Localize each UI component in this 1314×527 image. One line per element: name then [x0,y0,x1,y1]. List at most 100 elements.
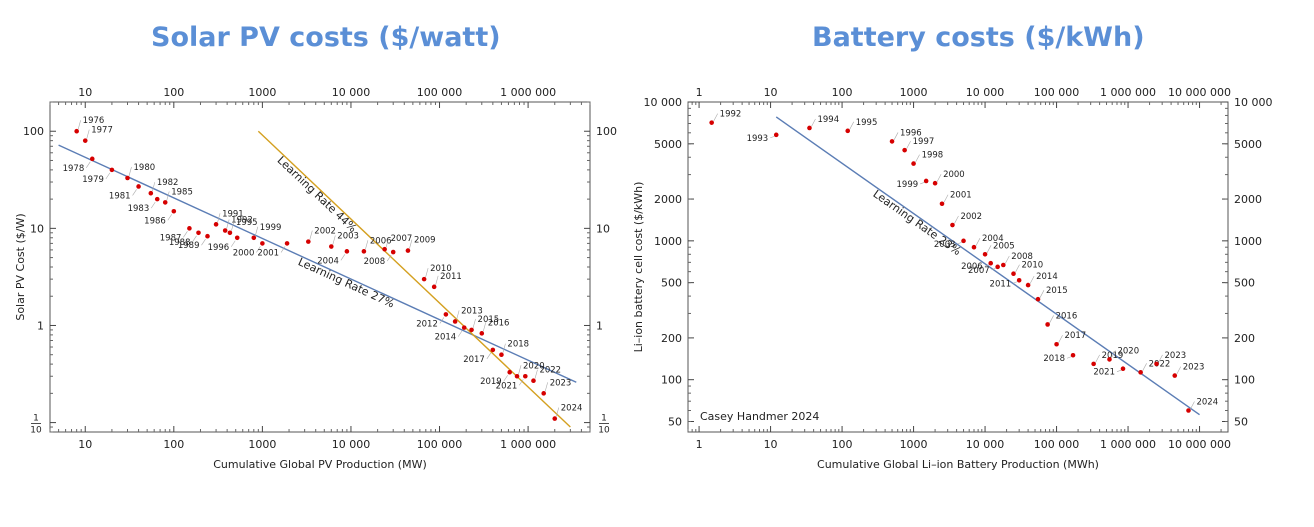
year-label: 2003 [337,232,359,242]
year-leader-line [920,182,925,185]
year-leader-line [1142,363,1147,371]
data-point [773,132,779,138]
y-tick-label-left: 2000 [654,193,682,206]
data-point [902,147,907,153]
data-point [1091,361,1096,367]
year-label: 1978 [63,164,85,174]
year-label: 2014 [435,333,457,343]
year-label: 2017 [463,355,485,365]
data-point [452,319,458,324]
data-point [344,249,350,254]
data-point [1025,282,1031,288]
y-tick-label-left: 10 [30,222,44,235]
x-tick-label-top: 10 000 000 [1168,86,1231,99]
year-leader-line [409,239,413,249]
year-label: 2015 [478,315,500,325]
y-tick-label-right: 500 [1234,277,1255,290]
x-axis-label: Cumulative Global PV Production (MW) [213,458,427,471]
y-tick-fraction-num-right: 1 [601,414,607,424]
data-point [1154,361,1159,367]
year-leader-line [1029,275,1035,284]
year-leader-line [86,161,91,168]
year-label: 2020 [523,361,545,371]
x-axis-label: Cumulative Global Li–ion Battery Product… [817,458,1099,471]
year-label: 2011 [990,279,1012,289]
data-point [479,331,485,336]
y-tick-fraction-den-left: 10 [30,426,42,436]
year-leader-line [1190,401,1195,410]
year-label: 2010 [1022,261,1044,271]
year-label: 1996 [900,128,922,138]
data-point [125,175,130,181]
year-leader-line [365,240,369,250]
year-leader-line [183,231,188,238]
data-point [1045,322,1050,327]
data-point [361,249,367,254]
year-leader-line [482,322,487,332]
data-point [1011,271,1016,276]
year-label: 2002 [960,212,982,222]
data-point [1138,370,1143,375]
data-point [431,284,437,290]
year-leader-line [1066,356,1072,359]
year-label: 1992 [231,216,253,226]
year-label: 1980 [134,163,156,173]
data-point [911,161,916,166]
year-leader-line [1116,369,1122,372]
year-label: 2007 [391,234,413,244]
year-label: 2021 [1093,368,1115,378]
x-tick-label-top: 100 000 [417,86,463,99]
x-tick-label-top: 100 000 [1034,86,1080,99]
year-label: 2009 [414,236,436,246]
year-leader-line [893,132,899,141]
year-leader-line [1158,354,1163,363]
data-point [1070,352,1076,358]
data-point [74,128,79,134]
x-tick-label-bottom: 1 000 000 [500,438,556,451]
year-label: 1976 [83,116,105,126]
y-tick-label-left: 10 000 [644,96,683,109]
x-tick-label-top: 10 [78,86,92,99]
data-point [213,222,219,227]
x-tick-label-bottom: 100 [832,438,853,451]
year-label: 2017 [1065,331,1087,341]
year-label: 2001 [950,191,972,201]
year-leader-line [519,379,524,386]
data-point [995,264,1000,270]
year-label: 2008 [364,257,386,267]
year-label: 2011 [440,272,462,282]
year-label: 2020 [1117,346,1139,356]
x-tick-label-top: 1 000 000 [500,86,556,99]
year-label: 1983 [128,204,150,214]
year-label: 2018 [507,340,529,350]
year-label: 2012 [416,319,438,329]
year-label: 2024 [561,404,583,414]
data-point [89,156,95,162]
y-tick-label-right: 100 [596,125,617,138]
y-tick-label-left: 1000 [654,235,682,248]
plot-frame [687,101,1229,433]
year-leader-line [991,268,996,271]
year-label: 2013 [461,306,483,316]
battery-chart-title: Battery costs ($/kWh) [812,22,1145,53]
data-point [196,230,201,236]
year-label: 2008 [1011,252,1033,262]
data-point [162,200,168,205]
x-tick-label-bottom: 10 [78,438,92,451]
data-point [421,276,427,282]
year-leader-line [166,191,170,201]
year-leader-line [713,113,718,122]
x-tick-label-bottom: 100 [163,438,184,451]
x-tick-label-top: 100 [832,86,853,99]
x-tick-label-bottom: 10 [764,438,778,451]
year-leader-line [544,382,548,392]
year-label: 2023 [1183,363,1205,373]
y-tick-label-left: 100 [23,125,44,138]
x-tick-label-top: 10 000 [332,86,371,99]
y-tick-label-right: 50 [1234,415,1248,428]
data-point [222,228,228,233]
data-point [531,378,536,383]
year-leader-line [132,189,137,196]
y-tick-label-left: 500 [661,277,682,290]
